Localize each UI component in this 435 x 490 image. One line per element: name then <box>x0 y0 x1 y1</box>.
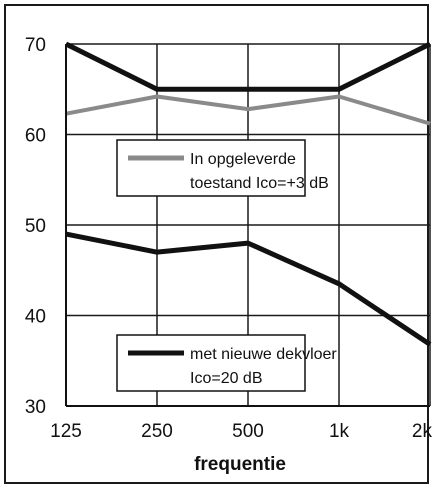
x-tick-label: 250 <box>141 421 173 442</box>
y-tick-label: 60 <box>25 126 46 147</box>
series-line-1 <box>64 41 432 92</box>
y-tick-label: 40 <box>25 307 46 328</box>
legend-label-1b: toestand Ico=+3 dB <box>190 175 329 192</box>
series-line-2 <box>65 94 431 126</box>
y-tick-labels: 30 40 50 60 70 <box>25 35 46 418</box>
x-axis-title: frequentie <box>194 454 286 475</box>
x-tick-label: 1k <box>329 421 350 442</box>
y-tick-label: 30 <box>25 397 46 418</box>
y-tick-label: 50 <box>25 216 46 237</box>
x-tick-label: 125 <box>50 421 82 442</box>
y-tick-label: 70 <box>25 35 46 56</box>
axes <box>65 44 430 407</box>
series-lines <box>64 41 432 347</box>
legend-box-2: met nieuwe dekvloer Ico=20 dB <box>116 334 337 392</box>
legend-box-1: In opgeleverde toestand Ico=+3 dB <box>116 139 329 197</box>
x-tick-label: 500 <box>232 421 264 442</box>
x-tick-labels: 125 250 500 1k 2k <box>50 421 432 442</box>
legend-label-1a: In opgeleverde <box>190 151 296 168</box>
x-tick-label: 2k <box>412 421 433 442</box>
legend-label-2b: Ico=20 dB <box>190 370 263 387</box>
series-line-3 <box>65 231 432 347</box>
legend-label-2a: met nieuwe dekvloer <box>190 346 337 363</box>
chart-frame <box>4 4 429 484</box>
